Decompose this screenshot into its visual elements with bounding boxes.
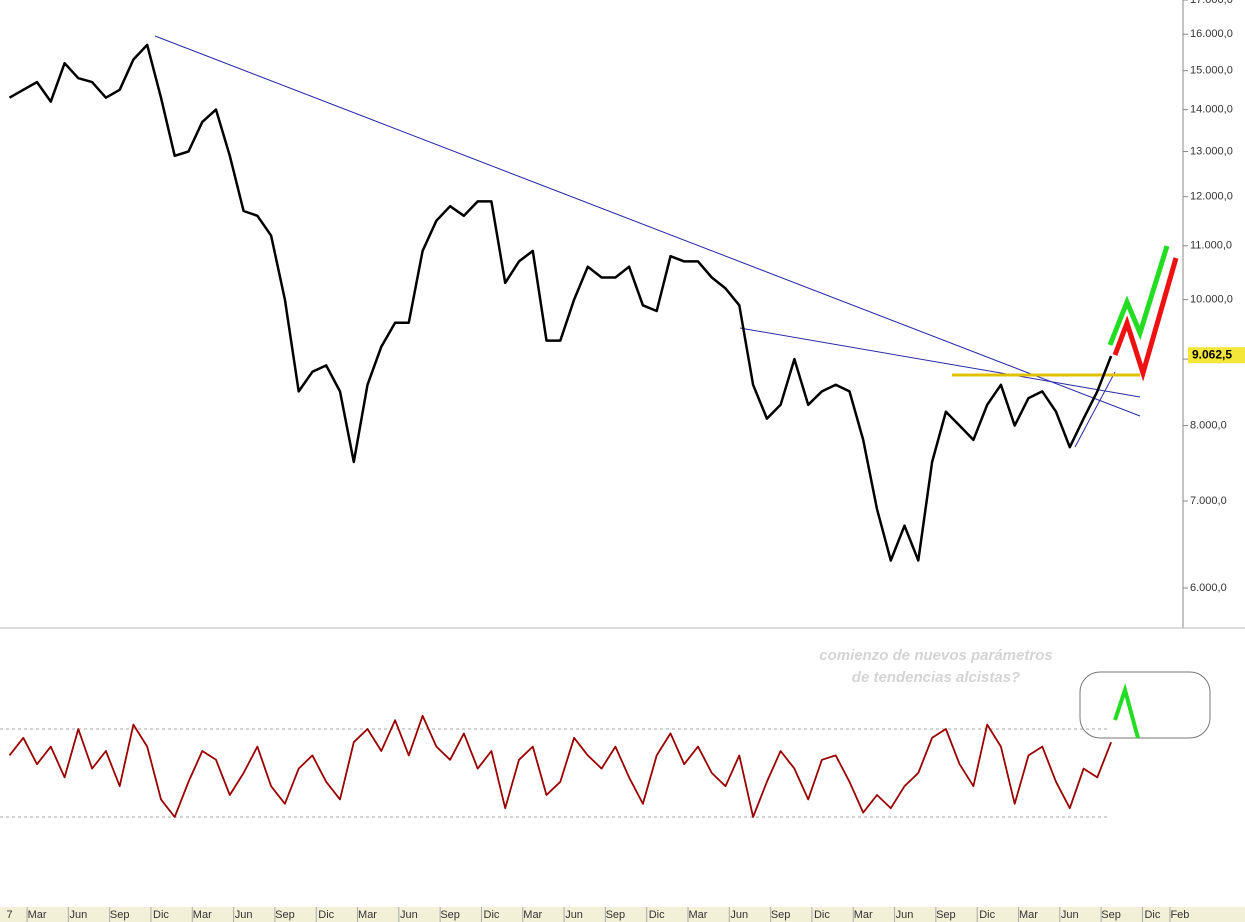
trend-line [739,327,1141,398]
x-tick-label: Sep [110,909,130,921]
x-tick-label: 7 [6,909,12,921]
y-tick-label: 8.000,0 [1190,420,1227,432]
forecast-arrow [1107,245,1170,346]
x-tick-label: Jun [69,909,87,921]
x-tick-label: Sep [440,909,460,921]
x-tick-label: Jun [1061,909,1079,921]
last-value-label: 9.062,5 [1192,347,1232,361]
y-tick-label: 14.000,0 [1190,104,1233,116]
x-tick-label: Mar [854,909,873,921]
x-tick-label: Sep [1101,909,1121,921]
x-tick-label: Jun [235,909,253,921]
x-tick-label: Mar [523,909,542,921]
x-tick-label: Dic [318,909,334,921]
last-value-box [1188,347,1245,364]
y-tick-label: 11.000,0 [1190,240,1232,252]
x-tick-label: Mar [28,909,47,921]
y-tick-label: 6.000,0 [1190,582,1227,594]
annotation: de tendencias alcistas? [852,669,1020,686]
x-tick-label: Sep [936,909,956,921]
x-tick-label: Jun [896,909,914,921]
annotation: comienzo de nuevos parámetros [819,647,1052,664]
x-tick-label: Jun [730,909,748,921]
x-tick-label: Mar [358,909,377,921]
x-tick-label: Sep [771,909,791,921]
x-axis-band [0,907,1245,922]
x-tick-label: Mar [689,909,708,921]
x-tick-label: Dic [814,909,830,921]
y-tick-label: 7.000,0 [1190,495,1227,507]
trend-line [154,35,1141,417]
forecast-arrow [1112,257,1179,382]
x-tick-label: Sep [275,909,295,921]
x-tick-label: Dic [649,909,665,921]
forecast-arrow [1113,683,1140,739]
trend-line [1074,371,1116,448]
y-tick-label: 16.000,0 [1190,28,1233,40]
highlight-box [1079,671,1211,739]
x-tick-label: Jun [565,909,583,921]
series-line [8,43,1113,562]
y-tick-label: 10.000,0 [1190,294,1233,306]
x-tick-label: Dic [153,909,169,921]
x-tick-label: Sep [606,909,626,921]
x-tick-label: Dic [484,909,500,921]
x-tick-label: Feb [1170,909,1189,921]
y-tick-label: 12.000,0 [1190,191,1233,203]
y-tick-label: 15.000,0 [1190,65,1233,77]
y-tick-label: 17.000,0 [1190,0,1233,6]
x-tick-label: Mar [193,909,212,921]
x-tick-label: Dic [979,909,995,921]
series-line [8,714,1112,818]
x-tick-label: Jun [400,909,418,921]
x-tick-label: Dic [1144,909,1160,921]
y-tick-label: 13.000,0 [1190,145,1233,157]
x-tick-label: Mar [1019,909,1038,921]
